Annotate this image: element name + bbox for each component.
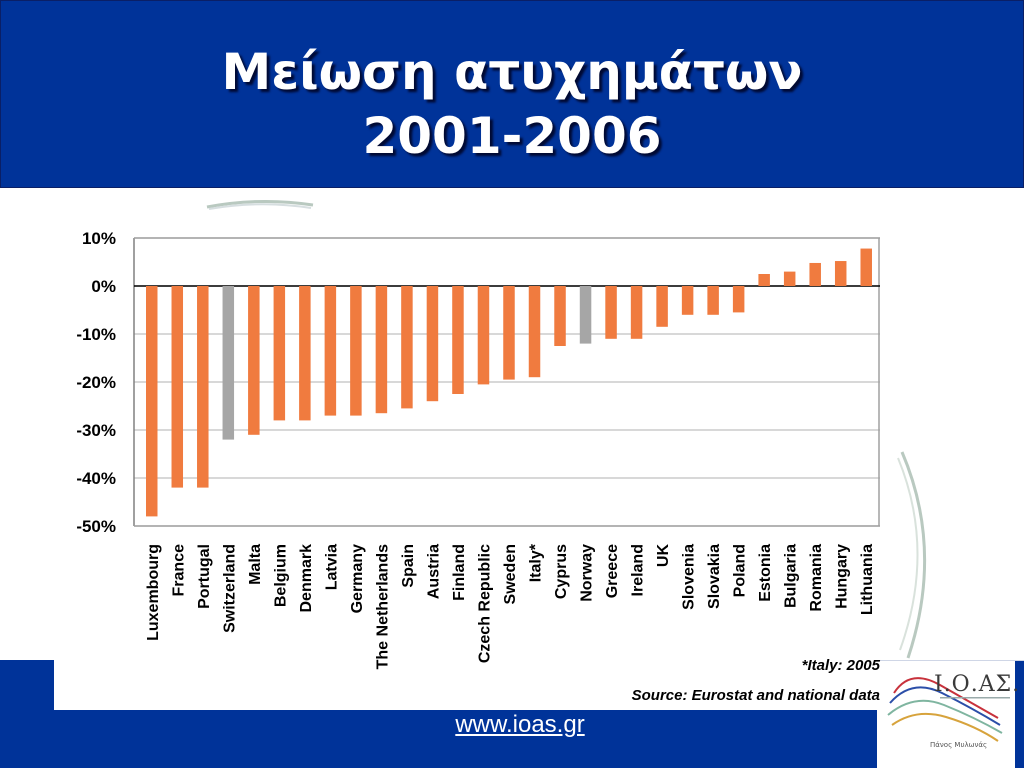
y-tick-label: -10% xyxy=(76,325,116,344)
x-tick-label: Sweden xyxy=(502,544,519,604)
bar xyxy=(809,262,821,286)
footer-divider xyxy=(877,660,1024,661)
bar xyxy=(554,286,566,346)
website-link[interactable]: www.ioas.gr xyxy=(455,711,585,738)
bar xyxy=(477,286,490,385)
logo-swoosh-icon xyxy=(887,677,1003,742)
x-tick-label: Greece xyxy=(604,544,621,598)
bar xyxy=(299,286,311,421)
bar xyxy=(273,286,286,421)
x-tick-label: Cyprus xyxy=(553,544,570,599)
x-tick-label: France xyxy=(170,544,187,597)
title-band xyxy=(0,0,1024,188)
bar xyxy=(324,286,337,416)
decorative-swoosh xyxy=(206,199,314,210)
italy-note: *Italy: 2005 xyxy=(801,657,880,674)
bar-chart: 10% 0% -10% -20% -30% -40% -50% Luxembourg Franc… xyxy=(76,229,880,669)
bar xyxy=(171,286,184,488)
y-tick-label: -20% xyxy=(76,373,116,392)
bar xyxy=(375,286,388,414)
bar xyxy=(758,274,770,286)
logo-underline-icon xyxy=(940,697,1010,699)
bar xyxy=(401,286,413,409)
x-tick-label: Slovenia xyxy=(681,544,698,610)
x-tick-label: Norway xyxy=(579,544,596,602)
x-tick-label: Lithuania xyxy=(859,544,876,615)
x-tick-label: Hungary xyxy=(834,544,851,609)
x-tick-label: Finland xyxy=(451,544,468,601)
x-tick-label: Switzerland xyxy=(221,544,238,633)
bar xyxy=(579,286,592,344)
slide-title: Μείωση ατυχημάτων 2001-2006 xyxy=(0,40,1024,168)
x-tick-label: UK xyxy=(655,544,672,568)
decorative-swoosh-right xyxy=(897,451,927,659)
x-tick-label: Bulgaria xyxy=(783,544,800,608)
footer-band-right xyxy=(1015,660,1024,768)
bar xyxy=(732,286,745,313)
x-tick-label: Denmark xyxy=(298,544,315,613)
y-tick-label: 10% xyxy=(82,229,116,248)
ioas-logo xyxy=(880,663,1015,768)
bar xyxy=(605,286,617,339)
x-tick-label: Italy* xyxy=(528,543,545,582)
title-line-1: Μείωση ατυχημάτων xyxy=(221,43,803,101)
bar xyxy=(656,286,668,327)
y-tick-label: 0% xyxy=(91,277,116,296)
x-tick-label: Belgium xyxy=(272,544,289,607)
x-tick-label: Czech Republic xyxy=(476,544,493,663)
source-note: Source: Eurostat and national data xyxy=(631,687,880,704)
title-line-2: 2001-2006 xyxy=(362,107,662,165)
x-tick-label: Portugal xyxy=(196,544,213,609)
y-tick-label: -40% xyxy=(76,469,116,488)
bar xyxy=(350,286,362,416)
bar xyxy=(681,286,694,315)
bar xyxy=(197,286,209,488)
bar xyxy=(630,286,643,339)
x-tick-label: Austria xyxy=(425,544,442,599)
x-tick-label: Luxembourg xyxy=(145,544,162,641)
bar xyxy=(528,286,541,378)
x-tick-label: Ireland xyxy=(630,544,647,596)
x-tick-label: Romania xyxy=(808,544,825,612)
bar xyxy=(248,286,260,435)
x-tick-label: Estonia xyxy=(757,544,774,602)
bar xyxy=(426,286,439,402)
logo-text: Ι.Ο.ΑΣ. xyxy=(934,672,1021,697)
bar xyxy=(707,286,719,315)
y-tick-label: -30% xyxy=(76,421,116,440)
x-tick-label: Malta xyxy=(247,544,264,585)
bar xyxy=(834,261,847,286)
bar xyxy=(222,286,235,440)
bar xyxy=(452,286,464,394)
x-tick-label: Poland xyxy=(732,544,749,597)
bar xyxy=(146,286,158,517)
logo-caption: Πάνος Μυλωνάς xyxy=(930,741,988,749)
bar xyxy=(503,286,515,380)
chart-area: 10% 0% -10% -20% -30% -40% -50% Luxembourg Franc… xyxy=(54,215,880,710)
x-tick-label: Latvia xyxy=(323,544,340,590)
x-tick-label: Slovakia xyxy=(706,544,723,609)
x-tick-label: Germany xyxy=(349,544,366,613)
footer-band xyxy=(0,710,877,768)
y-tick-label: -50% xyxy=(76,517,116,536)
bar xyxy=(783,271,796,286)
bar xyxy=(860,248,872,286)
x-tick-label: Spain xyxy=(400,544,417,588)
x-tick-label: The Netherlands xyxy=(374,544,391,669)
